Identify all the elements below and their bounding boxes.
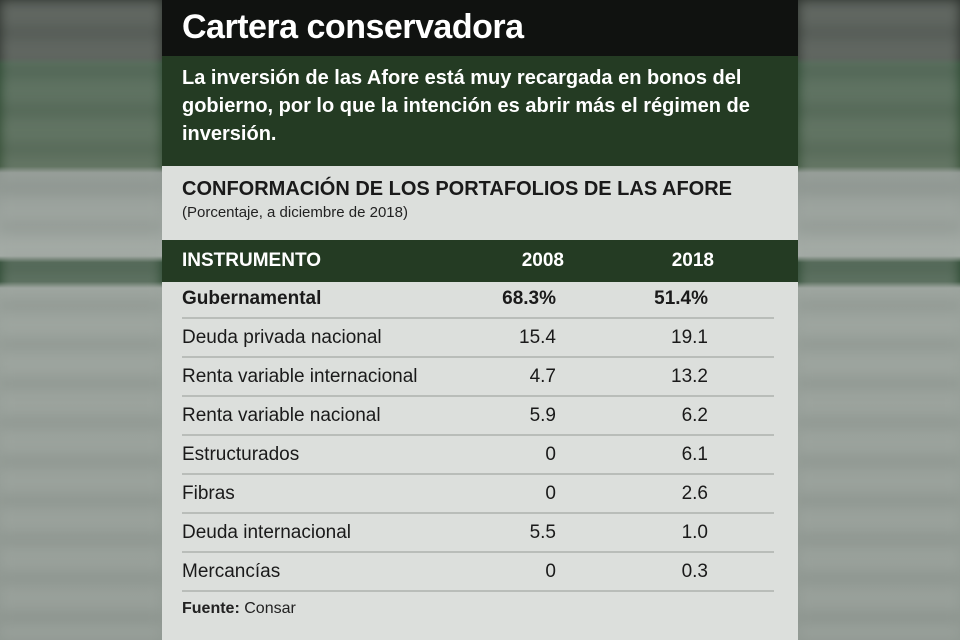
blurred-background-left [0,0,162,640]
row-instrument: Mercancías [182,560,281,582]
infographic-title: Cartera conservadora [162,0,798,56]
row-value-2008: 15.4 [519,326,556,348]
source-value: Consar [244,600,296,617]
table-row: Fibras 0 2.6 [182,475,774,514]
row-value-2018: 13.2 [671,365,708,387]
header-instrumento: INSTRUMENTO [182,250,321,271]
row-instrument: Estructurados [182,443,300,465]
row-value-2008: 4.7 [529,365,556,387]
table-row: Renta variable internacional 4.7 13.2 [182,358,774,397]
source-note: Fuente: Consar [182,600,296,618]
table-heading: CONFORMACIÓN DE LOS PORTAFOLIOS DE LAS A… [162,166,798,221]
table-row: Mercancías 0 0.3 [182,553,774,592]
row-instrument: Renta variable internacional [182,365,418,387]
row-instrument: Deuda privada nacional [182,326,382,348]
table-row: Deuda internacional 5.5 1.0 [182,514,774,553]
table-row: Deuda privada nacional 15.4 19.1 [182,319,774,358]
row-value-2018: 19.1 [671,326,708,348]
table-row: Gubernamental 68.3% 51.4% [182,280,774,319]
table-title: CONFORMACIÓN DE LOS PORTAFOLIOS DE LAS A… [182,178,732,200]
intro-text: La inversión de las Afore está muy recar… [162,56,798,166]
row-instrument: Fibras [182,482,235,504]
row-value-2018: 0.3 [681,560,708,582]
header-2008: 2008 [521,250,564,271]
row-instrument: Deuda internacional [182,521,352,543]
row-value-2018: 6.2 [681,404,708,426]
row-value-2008: 0 [545,443,556,465]
row-value-2008: 68.3% [502,287,556,309]
row-value-2018: 51.4% [654,287,708,309]
row-value-2008: 5.5 [529,521,556,543]
row-value-2008: 5.9 [529,404,556,426]
row-value-2018: 2.6 [681,482,708,504]
row-instrument: Renta variable nacional [182,404,381,426]
table-header: INSTRUMENTO 2008 2018 [162,240,798,282]
row-instrument: Gubernamental [182,287,322,309]
row-value-2008: 0 [545,482,556,504]
infographic-card: Cartera conservadora La inversión de las… [162,0,798,640]
table-subtitle: (Porcentaje, a diciembre de 2018) [182,204,408,221]
row-value-2008: 0 [545,560,556,582]
source-label: Fuente: [182,600,240,617]
blurred-background-right [798,0,960,640]
table-row: Estructurados 0 6.1 [182,436,774,475]
header-2018: 2018 [671,250,714,271]
table-row: Renta variable nacional 5.9 6.2 [182,397,774,436]
row-value-2018: 6.1 [681,443,708,465]
row-value-2018: 1.0 [681,521,708,543]
